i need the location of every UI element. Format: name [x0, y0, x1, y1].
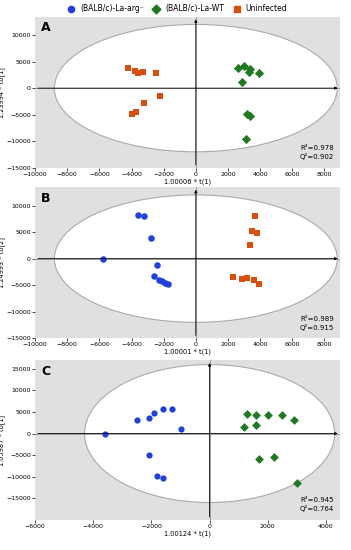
X-axis label: 1.00006 * t(1): 1.00006 * t(1) [164, 178, 211, 185]
Point [245, 409, 250, 418]
Point [252, 212, 258, 221]
Text: C: C [41, 365, 50, 378]
Point [254, 229, 260, 238]
Point [156, 276, 162, 284]
Point [158, 92, 163, 101]
Point [271, 453, 276, 461]
Point [154, 261, 160, 270]
Point [146, 414, 151, 422]
Legend: (BALB/c)-La-arg⁻, (BALB/c)-La-WT, Uninfected: (BALB/c)-La-arg⁻, (BALB/c)-La-WT, Uninfe… [60, 1, 291, 16]
Point [294, 478, 300, 487]
Point [163, 278, 168, 287]
Point [148, 234, 154, 243]
Ellipse shape [85, 365, 335, 503]
Point [253, 421, 259, 430]
Point [256, 69, 261, 78]
Point [178, 425, 183, 433]
Point [248, 65, 253, 74]
Point [246, 68, 252, 76]
Point [146, 450, 151, 459]
Point [256, 280, 261, 289]
Point [135, 69, 141, 78]
Point [169, 404, 174, 413]
Point [140, 68, 146, 76]
Point [152, 409, 157, 417]
Y-axis label: 1.24993 * to[2]: 1.24993 * to[2] [0, 237, 5, 288]
Text: R²=0.978
Q²=0.902: R²=0.978 Q²=0.902 [300, 145, 335, 160]
Point [235, 64, 240, 73]
Point [129, 109, 134, 118]
Point [160, 473, 166, 482]
Point [151, 271, 157, 280]
Point [133, 108, 139, 117]
X-axis label: 1.00124 * t(1): 1.00124 * t(1) [164, 530, 211, 537]
Point [159, 277, 165, 285]
Point [141, 98, 147, 107]
Point [256, 454, 262, 463]
Text: R²=0.989
Q²=0.915: R²=0.989 Q²=0.915 [300, 316, 335, 331]
Point [243, 134, 249, 143]
Point [134, 415, 140, 424]
Point [251, 276, 257, 284]
Y-axis label: 1.05987 * to[1]: 1.05987 * to[1] [0, 415, 5, 465]
Point [241, 62, 247, 70]
Point [244, 273, 250, 282]
Point [265, 411, 271, 420]
Point [242, 422, 247, 431]
Point [248, 111, 253, 120]
Point [279, 410, 285, 419]
Point [166, 279, 171, 288]
Point [100, 254, 105, 263]
Ellipse shape [54, 24, 337, 152]
Point [291, 415, 297, 424]
Ellipse shape [54, 195, 337, 322]
Point [248, 241, 253, 250]
Point [141, 212, 147, 221]
Point [154, 471, 160, 480]
Point [132, 67, 138, 75]
Point [102, 429, 108, 438]
X-axis label: 1.00001 * t(1): 1.00001 * t(1) [164, 349, 211, 355]
Point [153, 69, 158, 78]
Point [126, 64, 131, 73]
Point [240, 274, 245, 283]
Point [253, 410, 259, 419]
Text: R²=0.945
Q²=0.764: R²=0.945 Q²=0.764 [300, 497, 335, 512]
Y-axis label: 1.23994 * to[1]: 1.23994 * to[1] [0, 67, 5, 118]
Point [230, 273, 236, 282]
Point [244, 109, 250, 118]
Point [240, 78, 245, 86]
Point [135, 211, 141, 219]
Point [249, 227, 255, 235]
Point [160, 405, 166, 414]
Text: B: B [41, 191, 51, 205]
Text: A: A [41, 21, 51, 34]
